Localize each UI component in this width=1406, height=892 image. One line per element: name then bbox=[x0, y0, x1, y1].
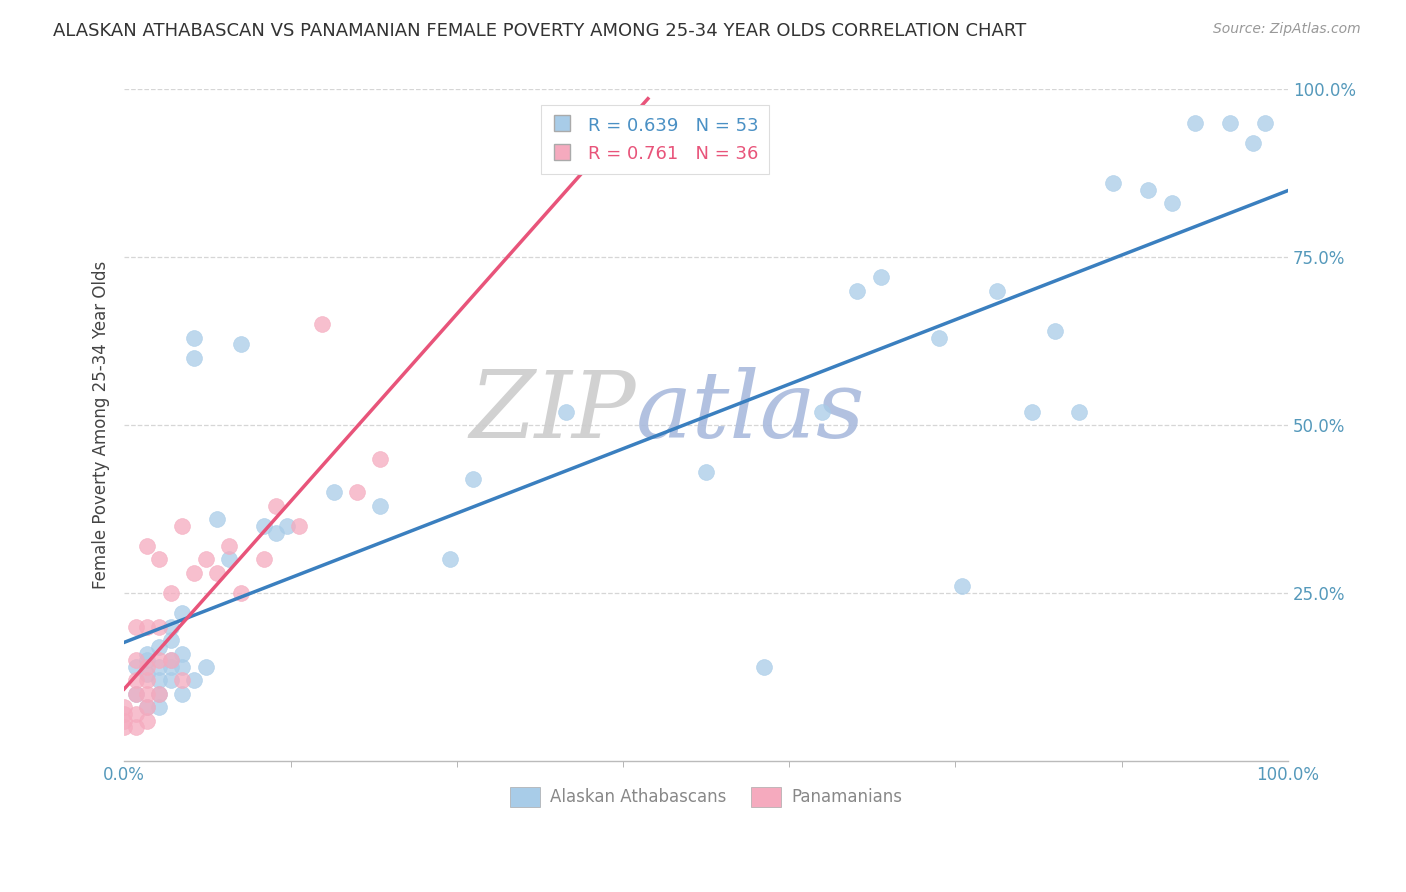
Point bbox=[159, 633, 181, 648]
Point bbox=[869, 270, 891, 285]
Point bbox=[253, 552, 276, 566]
Point bbox=[264, 499, 287, 513]
Text: ZIP: ZIP bbox=[470, 367, 637, 457]
Point bbox=[207, 512, 229, 526]
Point bbox=[136, 647, 159, 661]
Point bbox=[1254, 115, 1277, 129]
Point bbox=[218, 539, 240, 553]
Point bbox=[136, 666, 159, 681]
Point bbox=[125, 620, 148, 634]
Point bbox=[159, 660, 181, 674]
Point bbox=[148, 700, 170, 714]
Point bbox=[159, 586, 181, 600]
Point bbox=[322, 485, 344, 500]
Point bbox=[148, 653, 170, 667]
Point bbox=[148, 673, 170, 688]
Point bbox=[1067, 404, 1090, 418]
Point bbox=[136, 687, 159, 701]
Point bbox=[264, 525, 287, 540]
Point bbox=[172, 518, 194, 533]
Point bbox=[172, 673, 194, 688]
Point bbox=[1021, 404, 1043, 418]
Legend: Alaskan Athabascans, Panamanians: Alaskan Athabascans, Panamanians bbox=[503, 780, 908, 814]
Point bbox=[207, 566, 229, 580]
Point bbox=[183, 673, 205, 688]
Point bbox=[159, 653, 181, 667]
Point bbox=[172, 647, 194, 661]
Point bbox=[183, 566, 205, 580]
Point bbox=[288, 518, 311, 533]
Point bbox=[754, 660, 776, 674]
Point bbox=[148, 640, 170, 654]
Point bbox=[986, 284, 1008, 298]
Point bbox=[125, 687, 148, 701]
Point bbox=[136, 700, 159, 714]
Point bbox=[112, 700, 135, 714]
Point bbox=[695, 465, 717, 479]
Point bbox=[368, 499, 391, 513]
Point bbox=[136, 714, 159, 728]
Point bbox=[183, 351, 205, 365]
Point bbox=[159, 620, 181, 634]
Point bbox=[125, 706, 148, 721]
Point bbox=[136, 539, 159, 553]
Point bbox=[148, 620, 170, 634]
Point bbox=[125, 653, 148, 667]
Point bbox=[555, 404, 578, 418]
Point bbox=[950, 579, 973, 593]
Point bbox=[136, 673, 159, 688]
Point bbox=[136, 653, 159, 667]
Point bbox=[125, 660, 148, 674]
Point bbox=[311, 317, 333, 331]
Point bbox=[276, 518, 298, 533]
Point bbox=[368, 451, 391, 466]
Point bbox=[183, 330, 205, 344]
Point bbox=[112, 714, 135, 728]
Point bbox=[253, 518, 276, 533]
Point bbox=[229, 586, 252, 600]
Point bbox=[1219, 115, 1241, 129]
Point bbox=[346, 485, 368, 500]
Point bbox=[125, 673, 148, 688]
Point bbox=[439, 552, 461, 566]
Text: atlas: atlas bbox=[637, 367, 866, 457]
Point bbox=[148, 687, 170, 701]
Point bbox=[112, 706, 135, 721]
Point bbox=[148, 552, 170, 566]
Point bbox=[1137, 183, 1160, 197]
Point bbox=[194, 660, 217, 674]
Point bbox=[148, 660, 170, 674]
Point bbox=[136, 660, 159, 674]
Point bbox=[1241, 136, 1264, 150]
Point bbox=[928, 330, 950, 344]
Point bbox=[194, 552, 217, 566]
Point bbox=[463, 472, 485, 486]
Point bbox=[172, 687, 194, 701]
Point bbox=[218, 552, 240, 566]
Y-axis label: Female Poverty Among 25-34 Year Olds: Female Poverty Among 25-34 Year Olds bbox=[93, 260, 110, 589]
Point bbox=[159, 673, 181, 688]
Point bbox=[172, 660, 194, 674]
Point bbox=[136, 700, 159, 714]
Point bbox=[159, 653, 181, 667]
Point bbox=[1184, 115, 1206, 129]
Point bbox=[811, 404, 834, 418]
Point bbox=[125, 721, 148, 735]
Point bbox=[1102, 176, 1125, 190]
Point bbox=[112, 721, 135, 735]
Point bbox=[148, 687, 170, 701]
Point bbox=[136, 620, 159, 634]
Point bbox=[1045, 324, 1067, 338]
Point bbox=[172, 606, 194, 620]
Point bbox=[125, 687, 148, 701]
Point bbox=[846, 284, 869, 298]
Text: Source: ZipAtlas.com: Source: ZipAtlas.com bbox=[1213, 22, 1361, 37]
Point bbox=[229, 337, 252, 351]
Point bbox=[1160, 196, 1182, 211]
Text: ALASKAN ATHABASCAN VS PANAMANIAN FEMALE POVERTY AMONG 25-34 YEAR OLDS CORRELATIO: ALASKAN ATHABASCAN VS PANAMANIAN FEMALE … bbox=[53, 22, 1026, 40]
